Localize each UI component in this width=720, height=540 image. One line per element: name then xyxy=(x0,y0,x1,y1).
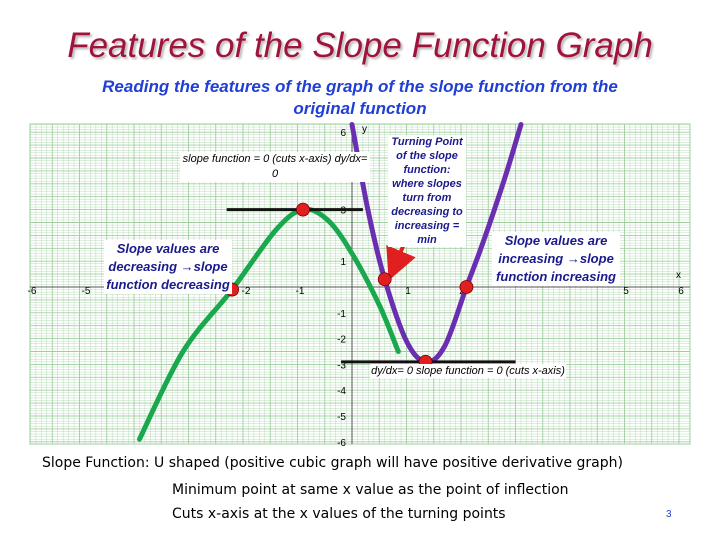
y-tick-label: -5 xyxy=(337,412,346,423)
zero-label: slope function = 0 (cuts x-axis) dy/dx= … xyxy=(180,152,370,182)
page-number: 3 xyxy=(666,509,672,520)
description-line-2: Minimum point at same x value as the poi… xyxy=(172,482,569,498)
decreasing-label: Slope values are decreasing →slope funct… xyxy=(104,240,232,294)
y-tick-label: -4 xyxy=(337,386,346,397)
grid xyxy=(30,124,690,444)
increasing-label: Slope values are increasing →slope funct… xyxy=(492,232,620,286)
y-tick-label: -1 xyxy=(337,309,346,320)
x-axis-label: x xyxy=(676,270,681,281)
x-tick-label: -2 xyxy=(242,286,251,297)
point-marker xyxy=(459,280,474,294)
description-line-1: Slope Function: U shaped (positive cubic… xyxy=(42,455,623,471)
x-tick-label: 6 xyxy=(678,286,684,297)
point-marks xyxy=(225,202,516,369)
y-tick-label: -2 xyxy=(337,335,346,346)
point-marker xyxy=(296,202,310,217)
x-tick-label: -1 xyxy=(296,286,305,297)
slide-subtitle: Reading the features of the graph of the… xyxy=(102,77,618,118)
y-tick-label: -3 xyxy=(337,360,346,371)
y-tick-label: 1 xyxy=(340,257,346,268)
description-line-3: Cuts x-axis at the x values of the turni… xyxy=(172,506,506,522)
slide-title: Features of the Slope Function Graph xyxy=(67,26,653,65)
x-tick-label: -6 xyxy=(28,286,37,297)
y-axis-label: y xyxy=(362,124,367,135)
y-tick-label: -6 xyxy=(337,438,346,449)
x-tick-label: 1 xyxy=(405,286,411,297)
point-marker xyxy=(377,272,392,287)
minimum-label: dy/dx= 0 slope function = 0 (cuts x-axis… xyxy=(370,364,566,378)
arrow xyxy=(386,243,416,281)
turning-point-label: Turning Point of the slope function: whe… xyxy=(388,135,466,247)
y-tick-label: 6 xyxy=(340,128,346,139)
x-tick-label: 5 xyxy=(623,286,629,297)
x-tick-label: -5 xyxy=(82,286,91,297)
